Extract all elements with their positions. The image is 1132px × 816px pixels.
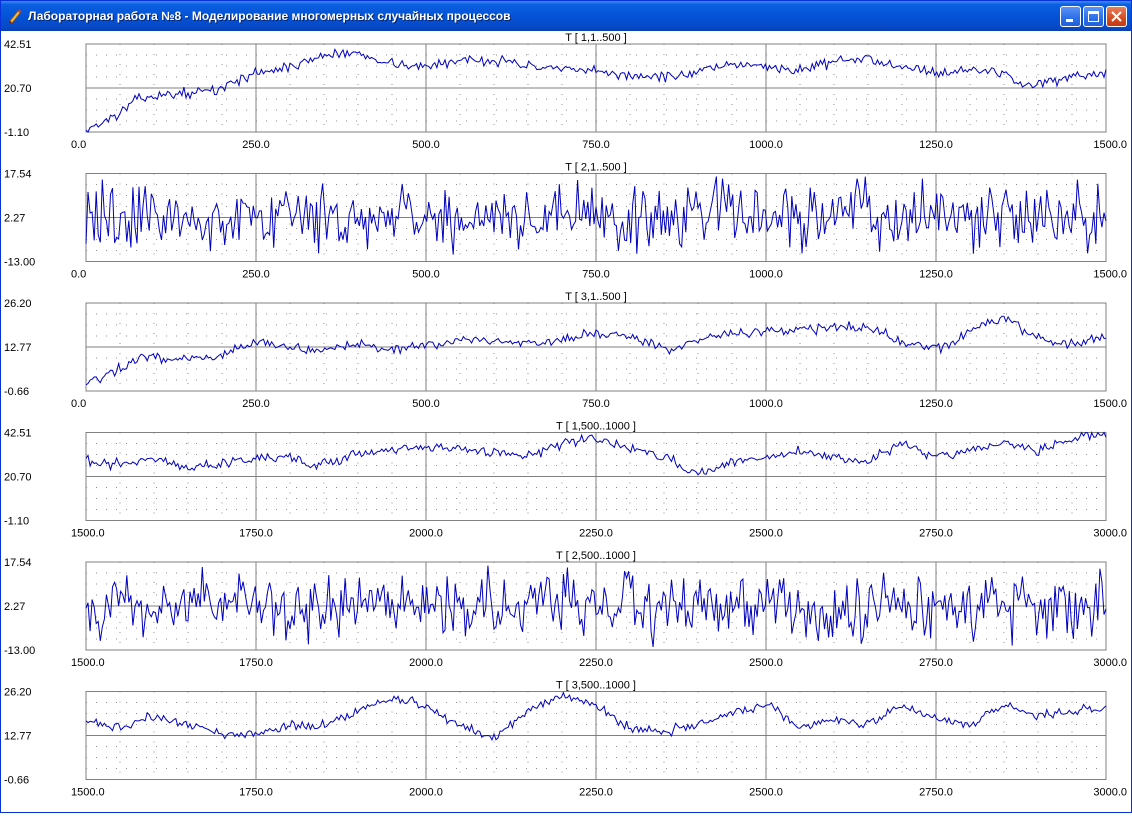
x-tick-label: 2000.0 <box>409 528 443 540</box>
x-tick-label: 2500.0 <box>749 787 783 799</box>
x-tick-label: 1000.0 <box>749 269 783 281</box>
series-line <box>85 565 1107 647</box>
y-tick-label: 26.20 <box>4 298 32 310</box>
series-line <box>85 431 1107 476</box>
chart-title: T [ 3,1..500 ] <box>565 291 627 303</box>
x-tick-label: 0.0 <box>71 139 86 151</box>
x-tick-label: 750.0 <box>582 398 610 410</box>
x-tick-label: 1500.0 <box>71 528 105 540</box>
chart-title: T [ 1,1..500 ] <box>565 32 627 44</box>
x-tick-label: 250.0 <box>242 398 270 410</box>
x-tick-label: 2250.0 <box>579 528 613 540</box>
y-tick-label: -1.10 <box>4 516 29 528</box>
plot-frame <box>85 691 1107 780</box>
x-tick-label: 1250.0 <box>919 269 953 281</box>
plot-frame <box>85 561 1107 651</box>
y-tick-label: 26.20 <box>4 687 32 699</box>
y-tick-label: 20.70 <box>4 83 32 95</box>
series-line <box>85 691 1107 742</box>
x-tick-label: 250.0 <box>242 139 270 151</box>
x-tick-label: 1500.0 <box>1093 398 1127 410</box>
x-tick-label: 2500.0 <box>749 528 783 540</box>
chart-title: T [ 1,500..1000 ] <box>556 421 636 433</box>
x-tick-label: 1500.0 <box>1093 269 1127 281</box>
series-line <box>85 48 1107 133</box>
x-tick-label: 2750.0 <box>919 787 953 799</box>
x-tick-label: 2250.0 <box>579 787 613 799</box>
x-tick-label: 2750.0 <box>919 528 953 540</box>
title-bar[interactable]: Лабораторная работа №8 - Моделирование м… <box>1 1 1131 31</box>
x-tick-label: 3000.0 <box>1093 787 1127 799</box>
minimize-button[interactable] <box>1060 6 1081 27</box>
x-tick-label: 3000.0 <box>1093 657 1127 669</box>
maximize-icon <box>1088 11 1099 22</box>
charts-canvas: T [ 1,1..500 ] -1.10 20.70 42.51 0.0 250.0 500… <box>4 32 1127 799</box>
x-tick-label: 1500.0 <box>71 657 105 669</box>
y-tick-label: 42.51 <box>4 39 32 51</box>
x-tick-label: 2500.0 <box>749 657 783 669</box>
window-title: Лабораторная работа №8 - Моделирование м… <box>28 9 511 23</box>
x-tick-label: 1750.0 <box>239 528 273 540</box>
y-tick-label: 2.27 <box>4 213 25 225</box>
y-tick-label: -13.00 <box>4 645 35 657</box>
y-tick-label: -13.00 <box>4 257 35 269</box>
y-tick-label: 42.51 <box>4 428 32 440</box>
x-tick-label: 0.0 <box>71 269 86 281</box>
x-tick-label: 500.0 <box>412 269 440 281</box>
maximize-button[interactable] <box>1083 6 1104 27</box>
x-tick-label: 1500.0 <box>71 787 105 799</box>
close-button[interactable] <box>1106 6 1127 27</box>
x-tick-label: 2000.0 <box>409 787 443 799</box>
y-tick-label: -0.66 <box>4 386 29 398</box>
x-tick-label: 0.0 <box>71 398 86 410</box>
minimize-icon <box>1066 19 1073 22</box>
y-tick-label: 2.27 <box>4 601 25 613</box>
y-tick-label: -0.66 <box>4 775 29 787</box>
y-tick-label: 12.77 <box>4 342 32 354</box>
plot-area: T [ 1,1..500 ] -1.10 20.70 42.51 0.0 250.0 500… <box>4 31 1130 811</box>
x-tick-label: 500.0 <box>412 398 440 410</box>
chart-title: T [ 3,500..1000 ] <box>556 680 636 692</box>
series-line <box>85 176 1107 255</box>
x-tick-label: 750.0 <box>582 139 610 151</box>
x-tick-label: 500.0 <box>412 139 440 151</box>
x-tick-label: 1250.0 <box>919 398 953 410</box>
x-tick-label: 1750.0 <box>239 787 273 799</box>
pen-icon <box>9 9 22 24</box>
x-tick-label: 2750.0 <box>919 657 953 669</box>
x-tick-label: 1500.0 <box>1093 139 1127 151</box>
x-tick-label: 1000.0 <box>749 398 783 410</box>
chart-title: T [ 2,500..1000 ] <box>556 550 636 562</box>
y-tick-label: 12.77 <box>4 731 32 743</box>
x-tick-label: 1750.0 <box>239 657 273 669</box>
x-tick-label: 750.0 <box>582 269 610 281</box>
y-tick-label: -1.10 <box>4 127 29 139</box>
x-tick-label: 2250.0 <box>579 657 613 669</box>
x-tick-label: 1000.0 <box>749 139 783 151</box>
x-tick-label: 3000.0 <box>1093 528 1127 540</box>
plot-frame <box>85 43 1107 133</box>
plot-frame <box>85 302 1107 392</box>
y-tick-label: 17.54 <box>4 169 32 181</box>
x-tick-label: 250.0 <box>242 269 270 281</box>
y-tick-label: 20.70 <box>4 472 32 484</box>
chart-title: T [ 2,1..500 ] <box>565 162 627 174</box>
x-tick-label: 1250.0 <box>919 139 953 151</box>
x-tick-label: 2000.0 <box>409 657 443 669</box>
series-line <box>85 315 1106 386</box>
plot-frame <box>85 432 1107 521</box>
plot-frame <box>85 173 1107 262</box>
close-icon <box>1111 11 1122 22</box>
y-tick-label: 17.54 <box>4 557 32 569</box>
